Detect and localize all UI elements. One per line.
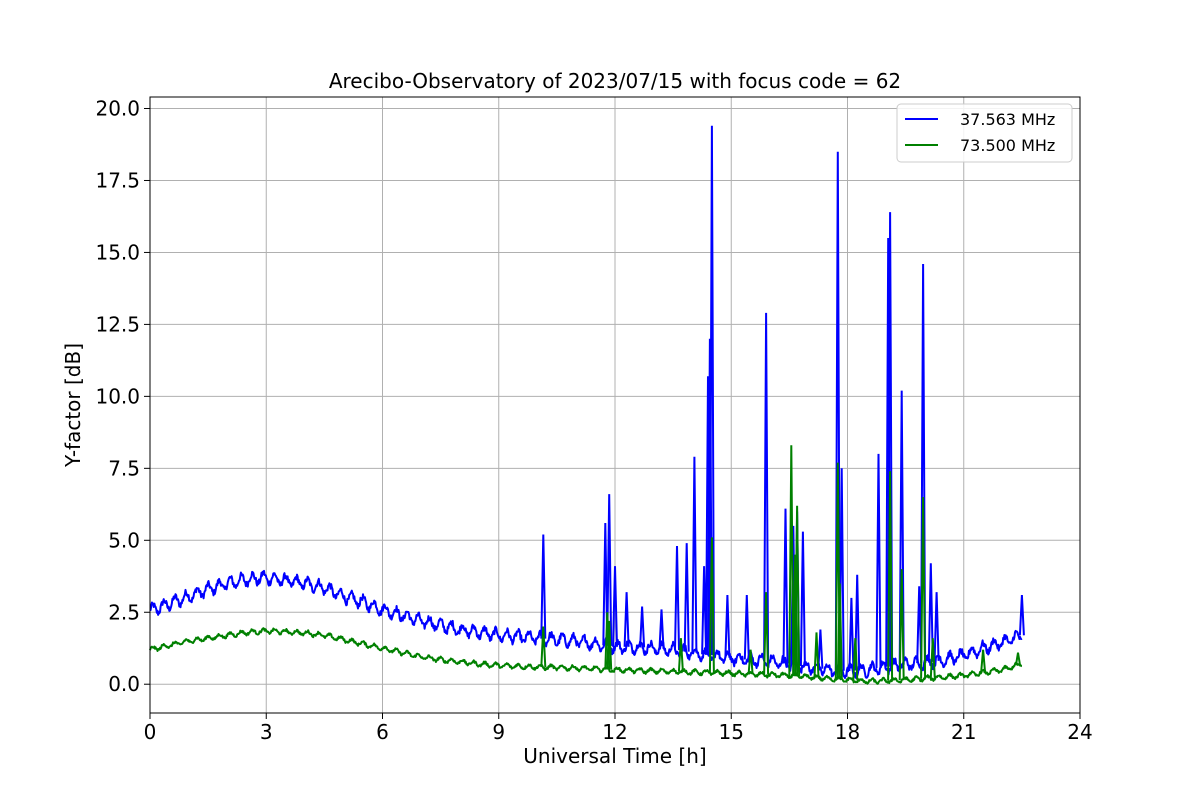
x-tick-label: 21 <box>951 720 976 744</box>
x-tick-label: 3 <box>260 720 273 744</box>
spike-point <box>1018 594 1025 636</box>
spike-point <box>817 629 824 669</box>
spike-point <box>708 125 715 656</box>
spike-point <box>799 531 806 667</box>
y-tick-label: 10.0 <box>95 384 140 408</box>
y-axis-label: Y-factor [dB] <box>61 343 85 468</box>
x-axis: 0 3 6 9 12 15 18 21 24 <box>144 713 1093 744</box>
spike-point <box>834 151 841 671</box>
spike-point <box>933 592 940 661</box>
y-tick-label: 12.5 <box>95 312 140 336</box>
series-1 <box>149 125 1025 679</box>
legend-label: 73.500 MHz <box>960 136 1055 155</box>
y-tick-label: 15.0 <box>95 240 140 264</box>
legend-label: 37.563 MHz <box>960 110 1055 129</box>
spike-point <box>724 594 731 658</box>
spike-point <box>1015 652 1021 666</box>
spike-point <box>677 638 684 672</box>
spike-point <box>708 537 715 673</box>
y-tick-label: 7.5 <box>108 456 140 480</box>
legend: 37.563 MHz 73.500 MHz <box>896 103 1073 163</box>
spike-point <box>763 592 770 675</box>
spike-point <box>674 545 680 651</box>
legend-box <box>896 103 1073 163</box>
x-tick-label: 12 <box>602 720 627 744</box>
spike-point <box>683 543 690 652</box>
spike-point <box>612 566 618 647</box>
spike-point <box>602 522 609 646</box>
spike-point <box>782 508 789 664</box>
spike-point <box>763 312 770 661</box>
spike-point <box>658 609 665 649</box>
x-tick-label: 9 <box>492 720 505 744</box>
spike-point <box>540 534 547 639</box>
x-tick-label: 6 <box>376 720 389 744</box>
series-layer <box>149 125 1025 685</box>
spike-point <box>743 594 750 660</box>
y-tick-label: 0.0 <box>108 672 140 696</box>
x-tick-label: 0 <box>144 720 157 744</box>
spike-point <box>606 494 613 646</box>
spike-point <box>836 583 843 680</box>
y-axis: 0.0 2.5 5.0 7.5 10.0 12.5 15.0 17.5 20.0 <box>95 97 150 696</box>
spike-point <box>927 563 934 662</box>
x-tick-label: 24 <box>1067 720 1092 744</box>
spike-point <box>852 638 859 681</box>
spike-point <box>691 456 698 653</box>
series-line <box>149 569 1023 679</box>
y-tick-label: 17.5 <box>95 168 140 192</box>
spike-point <box>813 632 820 678</box>
spike-point <box>929 638 936 678</box>
spike-point <box>788 445 795 676</box>
y-tick-label: 5.0 <box>108 528 140 552</box>
spike-point <box>898 569 905 681</box>
chart-title: Arecibo-Observatory of 2023/07/15 with f… <box>329 69 901 93</box>
series-line <box>149 627 1023 685</box>
spike-point <box>875 453 882 669</box>
spike-point <box>794 505 801 677</box>
spike-point <box>920 497 927 679</box>
series-2 <box>149 445 1023 685</box>
spike-point <box>606 620 613 670</box>
spike-point <box>747 649 754 675</box>
x-axis-label: Universal Time [h] <box>523 744 706 768</box>
spike-point <box>980 649 987 673</box>
spike-point <box>623 592 630 647</box>
spike-point <box>898 390 905 665</box>
x-tick-label: 18 <box>835 720 860 744</box>
y-tick-label: 2.5 <box>108 600 140 624</box>
y-tick-label: 20.0 <box>95 97 140 121</box>
spike-point <box>887 471 894 681</box>
spike-point <box>848 597 855 672</box>
x-tick-label: 15 <box>719 720 744 744</box>
spike-point <box>639 606 646 648</box>
spike-point <box>540 626 547 668</box>
